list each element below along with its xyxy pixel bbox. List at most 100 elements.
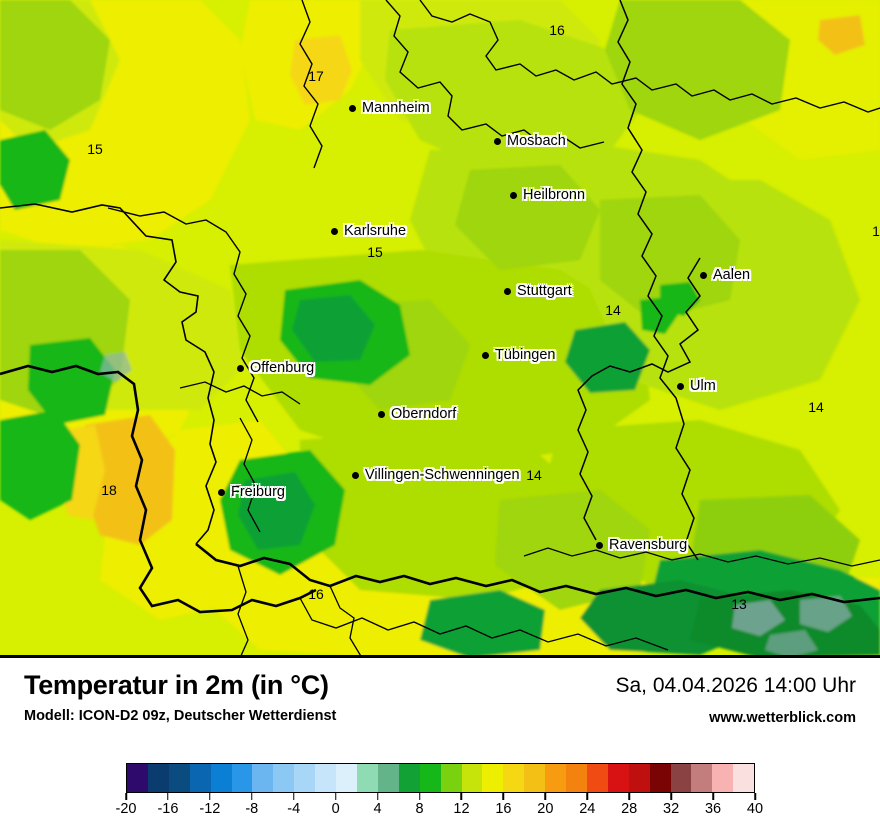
colorbar-tick [754,793,756,800]
colorbar-swatch [419,764,441,792]
colorbar-tick [251,793,253,800]
colorbar-tick [502,793,505,800]
isoline-value-label: 14 [808,399,824,415]
city-dot-icon [596,541,603,549]
colorbar-swatch [273,764,295,792]
isoline-value-label: 18 [101,482,117,498]
city-label: Aalen [713,267,751,283]
colorbar-tick-label: 8 [415,801,424,817]
colorbar-tick-label: 40 [746,801,764,817]
colorbar-tick-label: 24 [579,801,596,817]
colorbar-tick [376,793,379,800]
city-label: Tübingen [495,347,556,363]
colorbar-swatch [127,764,148,792]
city-marker: Freiburg [218,484,285,500]
colorbar[interactable]: -20 -16 -12 -8 -4 0 4 8 12 16 20 24 28 32 36 40 [116,763,763,817]
city-marker: Offenburg [237,360,314,376]
colorbar-swatch [315,764,337,792]
colorbar-tick-label: 20 [537,801,554,817]
colorbar-tick [292,793,295,800]
colorbar-swatch [168,764,190,792]
colorbar-swatch [398,764,420,792]
colorbar-swatch [356,764,378,792]
city-marker: Mosbach [494,133,566,149]
colorbar-tick [418,793,421,800]
city-dot-icon [349,104,356,112]
colorbar-tick [167,793,169,800]
city-label: Ulm [690,378,716,394]
colorbar-tick [334,793,337,800]
city-marker: Ravensburg [596,537,687,553]
colorbar-swatch [440,764,462,792]
colorbar-swatch [607,764,629,792]
isoline-value-label: 14 [526,467,542,483]
colorbar-swatch [252,764,274,792]
colorbar-swatches[interactable] [126,763,755,793]
city-label: Karlsruhe [344,223,407,239]
colorbar-swatch [586,764,608,792]
colorbar-tick-label: 36 [704,801,722,817]
colorbar-swatch [670,764,692,792]
city-label: Mannheim [362,100,430,116]
temperature-map[interactable]: 16 17 15 1 15 14 14 14 18 16 13 Mannheim Mosbach Hei… [0,0,880,658]
colorbar-tick [460,793,463,800]
colorbar-tick-label: 28 [621,801,638,817]
city-marker: Karlsruhe [331,223,406,239]
colorbar-swatch [503,764,525,792]
colorbar-swatch [210,764,232,792]
colorbar-tick [125,793,127,800]
city-marker: Tübingen [482,347,555,363]
colorbar-swatch [294,764,316,792]
colorbar-tick-label: 16 [495,801,512,817]
city-dot-icon [677,382,684,390]
isoline-value-label: 16 [549,22,565,38]
colorbar-tick-label: 32 [663,801,680,817]
colorbar-swatch [691,764,713,792]
colorbar-tick-label: -4 [287,801,301,817]
colorbar-swatch [189,764,211,792]
city-marker: Villingen-Schwenningen [352,467,520,483]
colorbar-swatch [461,764,483,792]
colorbar-tick-label: -8 [245,801,259,817]
colorbar-tick [209,793,211,800]
city-dot-icon [378,410,385,418]
colorbar-swatch [482,764,504,792]
city-marker: Aalen [700,267,750,283]
colorbar-swatch [649,764,671,792]
colorbar-swatch [524,764,546,792]
colorbar-tick [712,793,714,800]
colorbar-tick [670,793,672,800]
isoline-value-label: 1 [872,223,880,239]
city-marker: Oberndorf [378,406,456,422]
colorbar-tick [544,793,547,800]
model-subtitle: Modell: ICON-D2 09z, Deutscher Wetterdie… [24,708,337,724]
isoline-value-label: 16 [308,586,324,602]
city-label: Offenburg [250,360,315,376]
colorbar-swatch [712,764,734,792]
colorbar-tick-label: -12 [199,801,221,817]
city-label: Villingen-Schwenningen [365,467,520,483]
colorbar-tick-label: 4 [373,801,382,817]
isoline-value-label: 15 [87,141,103,157]
city-dot-icon [494,137,501,145]
colorbar-tick-label: -16 [157,801,179,817]
city-marker: Stuttgart [504,283,572,299]
city-label: Stuttgart [517,283,572,299]
colorbar-tick-label: 12 [453,801,470,817]
temperature-field-svg [0,0,880,658]
temperature-bands [0,0,880,658]
colorbar-tick [586,793,589,800]
footer-panel: Temperatur in 2m (in °C) Modell: ICON-D2… [0,658,880,830]
colorbar-swatch [336,764,357,792]
political-borders [0,0,880,658]
city-dot-icon [237,364,244,372]
colorbar-tick-label: -20 [115,801,137,817]
page-title: Temperatur in 2m (in °C) [24,670,329,700]
city-dot-icon [510,191,517,199]
colorbar-tick-label: 0 [331,801,340,817]
city-dot-icon [352,471,359,479]
colorbar-swatch [231,764,253,792]
city-label: Freiburg [231,484,285,500]
colorbar-swatch [147,764,169,792]
